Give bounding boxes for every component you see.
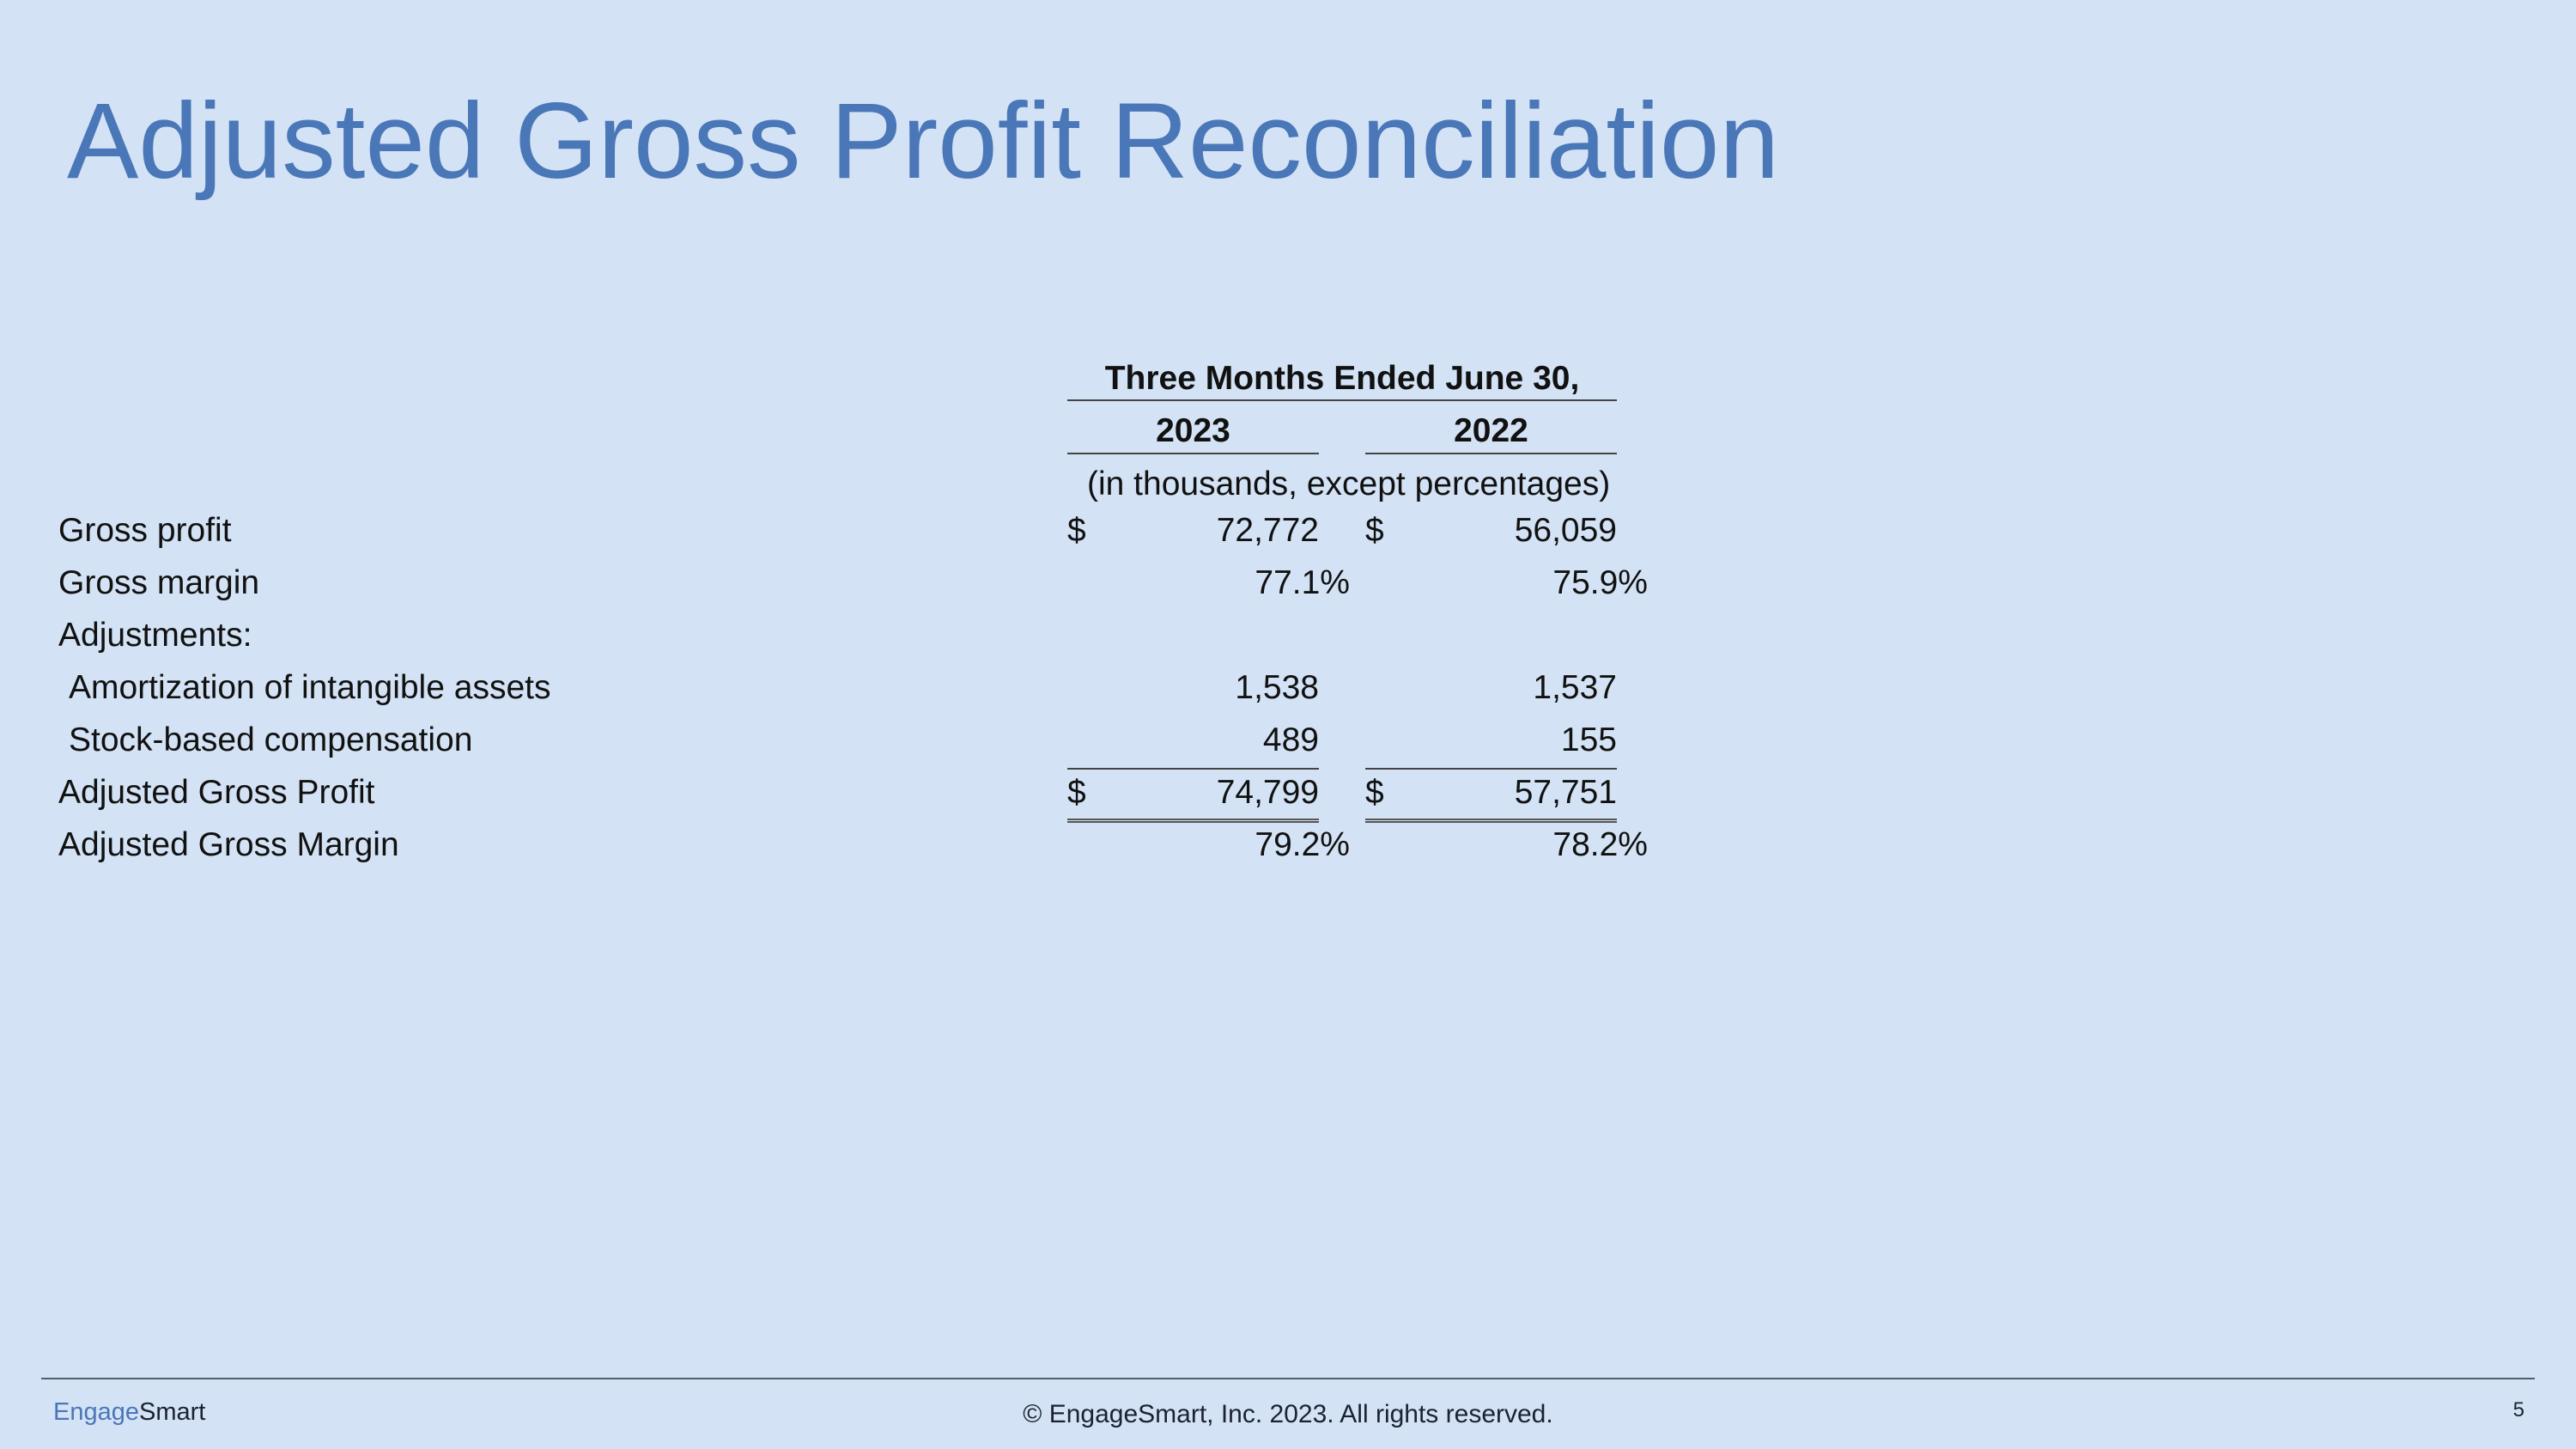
reconciliation-table: Three Months Ended June 30, 2023 2022 (i… [58,360,1648,863]
currency-symbol: $ [1365,512,1384,549]
subtotal-rule-2023 [1067,768,1319,770]
copyright-notice: © EngageSmart, Inc. 2023. All rights res… [1023,1400,1553,1428]
value-2023: 1,538 [1235,669,1319,706]
value-2023: 77.1% [1255,564,1350,601]
footer-divider [41,1378,2535,1379]
row-label-gross-margin: Gross margin [58,564,260,601]
subtotal-rule-2022 [1365,768,1617,770]
row-label-adjusted-gross-profit: Adjusted Gross Profit [58,774,375,811]
value-2023: 79.2% [1255,826,1350,863]
value-2022: 57,751 [1514,774,1617,811]
row-label-adjustments: Adjustments: [58,617,252,654]
value-2022: 75.9% [1552,564,1648,601]
value-2022: 155 [1560,721,1617,758]
total-rule-2023 [1067,819,1319,823]
company-logo: EngageSmart [53,1400,205,1425]
value-2023: 72,772 [1216,512,1319,549]
column-rule-2022 [1365,453,1617,454]
currency-symbol: $ [1067,512,1086,549]
currency-symbol: $ [1067,774,1086,811]
row-label-adjusted-gross-margin: Adjusted Gross Margin [58,826,399,863]
column-rule-2023 [1067,453,1319,454]
row-label-stock-based-compensation: Stock-based compensation [69,721,473,758]
column-header-2022: 2022 [1454,412,1528,449]
logo-text-engage: Engage [53,1398,139,1426]
value-2022: 78.2% [1552,826,1648,863]
value-2023: 489 [1262,721,1319,758]
slide-title: Adjusted Gross Profit Reconciliation [67,82,1779,201]
units-note: (in thousands, except percentages) [1087,466,1611,502]
row-label-amortization: Amortization of intangible assets [69,669,551,706]
header-rule [1067,399,1617,401]
page-number: 5 [2512,1398,2524,1422]
value-2022: 56,059 [1514,512,1617,549]
total-rule-2022 [1365,819,1617,823]
column-header-2023: 2023 [1156,412,1230,449]
currency-symbol: $ [1365,774,1384,811]
period-header: Three Months Ended June 30, [1104,360,1580,397]
logo-text-smart: Smart [139,1398,206,1426]
row-label-gross-profit: Gross profit [58,512,232,549]
value-2022: 1,537 [1533,669,1617,706]
value-2023: 74,799 [1216,774,1319,811]
